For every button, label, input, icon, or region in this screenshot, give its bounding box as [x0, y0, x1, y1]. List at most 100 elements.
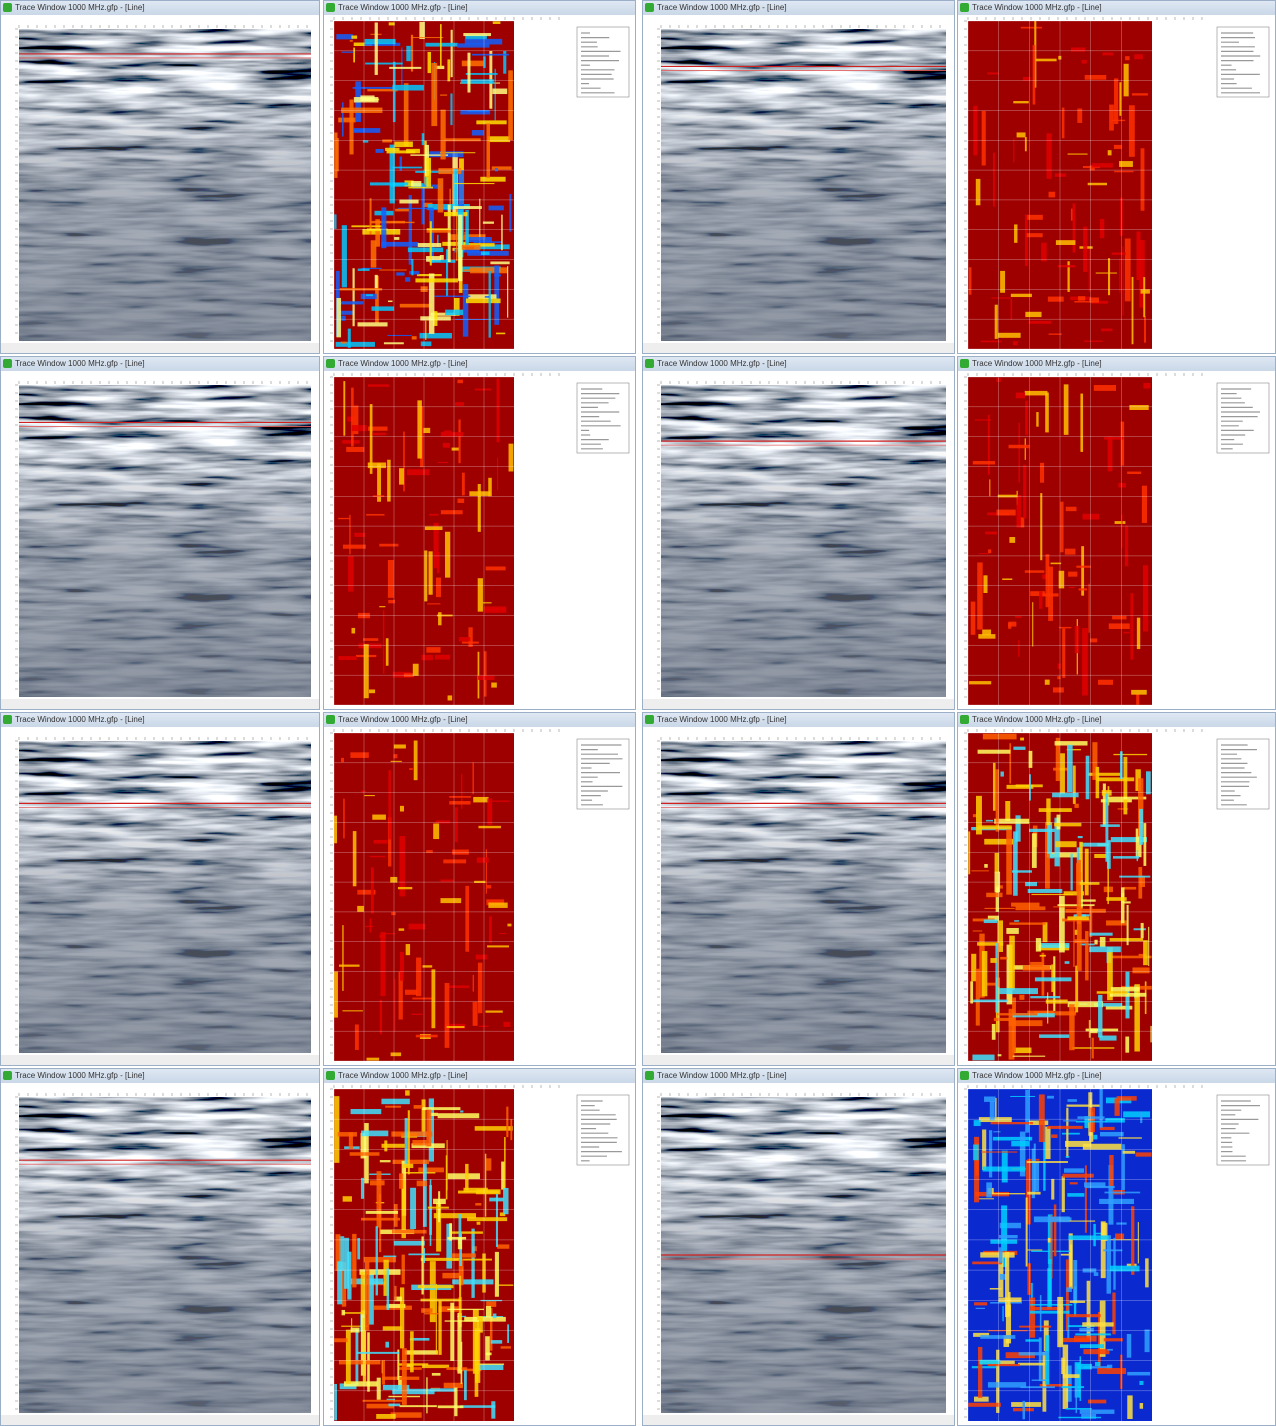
heatmap-cell — [471, 1229, 474, 1298]
title-bar[interactable]: Trace Window 1000 MHz.gfp - [Line] — [958, 713, 1275, 727]
title-bar[interactable]: Trace Window 1000 MHz.gfp - [Line] — [958, 1069, 1275, 1083]
heatmap-cell — [463, 33, 491, 36]
heatmap-cell — [1045, 1335, 1049, 1384]
heatmap-cell — [398, 887, 412, 889]
title-bar[interactable]: Trace Window 1000 MHz.gfp - [Line] — [643, 713, 954, 727]
heatmap-cell — [443, 859, 466, 863]
heatmap-cell — [489, 271, 491, 337]
window: Trace Window 1000 MHz.gfp - [Line] — [642, 1068, 955, 1426]
title-bar[interactable]: Trace Window 1000 MHz.gfp - [Line] — [958, 357, 1275, 371]
heatmap-cell — [1030, 1304, 1072, 1306]
heatmap-cell — [358, 322, 388, 326]
title-bar[interactable]: Trace Window 1000 MHz.gfp - [Line] — [643, 357, 954, 371]
heatmap-cell — [392, 85, 423, 91]
heatmap-cell — [1118, 483, 1126, 487]
heatmap-cell — [1036, 938, 1041, 952]
heatmap-cell — [353, 831, 357, 886]
heatmap-cell — [1104, 1338, 1123, 1341]
heatmap-cell — [1098, 680, 1113, 685]
heatmap-cell — [391, 761, 402, 762]
title-bar[interactable]: Trace Window 1000 MHz.gfp - [Line] — [643, 1069, 954, 1083]
heatmap-cell — [997, 1013, 1037, 1015]
heatmap-cell — [1104, 1192, 1140, 1194]
heatmap-cell — [983, 1167, 1026, 1172]
heatmap-cell — [1080, 1356, 1081, 1401]
heatmap-cell — [1129, 105, 1135, 157]
heatmap-cell — [346, 447, 364, 452]
heatmap-cell — [1143, 277, 1145, 317]
title-bar[interactable]: Trace Window 1000 MHz.gfp - [Line] — [643, 1, 954, 15]
heatmap-cell — [450, 93, 452, 125]
title-bar[interactable]: Trace Window 1000 MHz.gfp - [Line] — [1, 1069, 319, 1083]
heatmap-cell — [1100, 1301, 1106, 1357]
heatmap-cell — [1068, 1099, 1077, 1102]
heatmap-cell — [999, 1235, 1018, 1238]
heatmap-cell — [1032, 602, 1033, 646]
heatmap-cell — [462, 642, 479, 644]
heatmap-cell — [405, 277, 410, 281]
heatmap-cell — [1123, 246, 1124, 315]
heatmap-cell — [973, 106, 977, 155]
heatmap-cell — [379, 544, 398, 547]
heatmap-cell — [428, 52, 431, 73]
heatmap-cell — [1074, 804, 1078, 808]
heatmap-cell — [473, 975, 474, 992]
title-bar[interactable]: Trace Window 1000 MHz.gfp - [Line] — [1, 357, 319, 371]
heatmap-cell — [393, 62, 396, 122]
heatmap-cell — [392, 1230, 427, 1234]
heatmap-cell — [438, 1301, 441, 1355]
heatmap-cell — [400, 157, 402, 171]
heatmap-cell — [976, 179, 981, 205]
heatmap-cell — [973, 930, 982, 931]
title-bar[interactable]: Trace Window 1000 MHz.gfp - [Line] — [1, 713, 319, 727]
title-bar[interactable]: Trace Window 1000 MHz.gfp - [Line] — [324, 713, 635, 727]
heatmap-cell — [1150, 1026, 1151, 1042]
heatmap-cell — [1112, 616, 1126, 620]
heatmap-cell — [1134, 928, 1146, 930]
heatmap-cell — [366, 514, 384, 516]
heatmap-cell — [426, 647, 440, 653]
title-bar[interactable]: Trace Window 1000 MHz.gfp - [Line] — [958, 1, 1275, 15]
heatmap-cell — [455, 807, 458, 842]
title-bar[interactable]: Trace Window 1000 MHz.gfp - [Line] — [324, 1069, 635, 1083]
heatmap-cell — [351, 1109, 382, 1114]
title-bar[interactable]: Trace Window 1000 MHz.gfp - [Line] — [324, 1, 635, 15]
heatmap-cell — [343, 545, 366, 549]
heatmap-cell — [391, 1052, 402, 1056]
heatmap-cell — [370, 182, 408, 185]
heatmap-cell — [484, 651, 487, 696]
heatmap-cell — [983, 575, 987, 593]
heatmap-cell — [444, 138, 480, 141]
heatmap-cell — [1080, 394, 1083, 452]
heatmap-cell — [1076, 566, 1091, 568]
heatmap-cell — [435, 655, 450, 660]
heatmap-cell — [1082, 1322, 1113, 1326]
heatmap-cell — [1034, 1216, 1070, 1222]
heatmap-cell — [969, 681, 991, 684]
heatmap-cell — [410, 1188, 416, 1229]
heatmap-cell — [1109, 1155, 1113, 1186]
heatmap-cell — [1000, 1274, 1006, 1280]
title-bar[interactable]: Trace Window 1000 MHz.gfp - [Line] — [1, 1, 319, 15]
title-bar[interactable]: Trace Window 1000 MHz.gfp - [Line] — [324, 357, 635, 371]
heatmap-cell — [485, 1154, 486, 1217]
heatmap-cell — [1085, 75, 1107, 80]
heatmap-cell — [414, 1105, 423, 1109]
heatmap-cell — [440, 898, 461, 903]
heatmap-cell — [334, 1338, 347, 1342]
heatmap-cell — [338, 518, 350, 519]
heatmap-cell — [1079, 1328, 1094, 1332]
heatmap-cell — [338, 1132, 357, 1136]
heatmap-cell — [1009, 743, 1011, 783]
heatmap-cell — [354, 130, 363, 132]
heatmap-cell — [463, 269, 482, 271]
heatmap-cell — [1018, 640, 1019, 657]
heatmap-cell — [388, 560, 394, 598]
heatmap-cell — [338, 656, 356, 660]
heatmap-cell — [1064, 384, 1069, 435]
heatmap-cell — [454, 1388, 457, 1417]
heatmap-cell — [355, 1329, 358, 1386]
heatmap-cell — [400, 952, 404, 981]
heatmap-cell — [989, 479, 990, 496]
heatmap-cell — [446, 1155, 448, 1199]
